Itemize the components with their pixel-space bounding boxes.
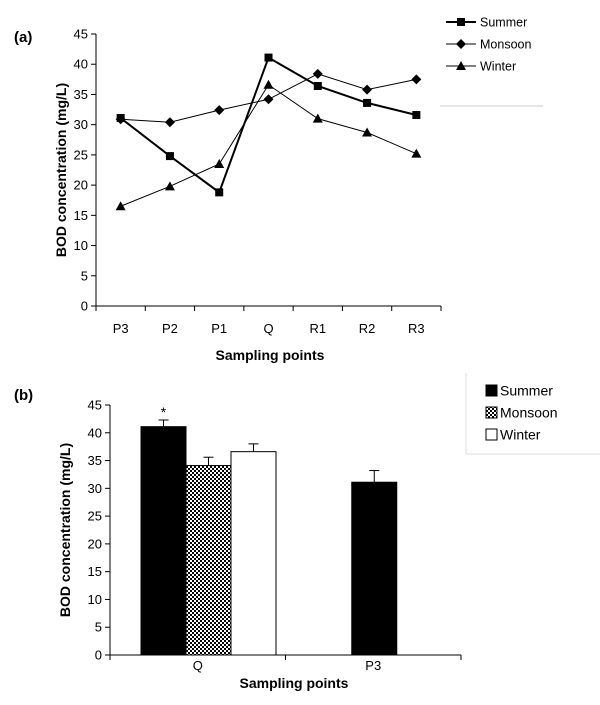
- panel-a-y-tick-label: 10: [74, 238, 88, 253]
- panel-a-y-tick-label: 15: [74, 208, 88, 223]
- panel-a-x-tick-label: R2: [359, 321, 376, 336]
- legend-swatch-summer: [485, 384, 498, 397]
- panel-b-legend: Summer Monsoon Winter: [465, 373, 600, 455]
- panel-b-y-tick-label: 30: [88, 481, 102, 496]
- data-point-monsoon: [411, 74, 422, 85]
- panel-a-x-tick-label: R3: [408, 321, 425, 336]
- panel-a-x-tick-label: P3: [113, 321, 129, 336]
- panel-b-y-tick-label: 35: [88, 453, 102, 468]
- data-point-summer: [264, 53, 273, 62]
- panel-a-y-tick-label: 40: [74, 57, 88, 72]
- panel-b-y-tick-label: 15: [88, 564, 102, 579]
- legend-label-winter: Winter: [500, 427, 541, 443]
- panel-b-y-tick-label: 20: [88, 536, 102, 551]
- panel-b-y-tick-label: 45: [88, 398, 102, 413]
- significance-annotation: *: [161, 404, 167, 420]
- data-point-summer: [313, 81, 322, 90]
- bar-summer-q: [140, 426, 187, 656]
- panel-a-y-tick-label: 5: [81, 268, 88, 283]
- data-point-summer: [412, 110, 421, 119]
- data-point-winter: [411, 148, 422, 158]
- legend-label-summer: Summer: [480, 16, 527, 30]
- panel-b-y-axis-title: BOD concentration (mg/L): [57, 443, 73, 617]
- panel-a-y-axis-title: BOD concentration (mg/L): [53, 83, 69, 257]
- legend-label-winter: Winter: [480, 60, 516, 74]
- legend-marker-summer: [457, 18, 465, 26]
- panel-b-x-axis-title: Sampling points: [240, 675, 349, 691]
- panel-b-y-tick-label: 10: [88, 592, 102, 607]
- panel-b-label: (b): [14, 387, 33, 404]
- legend-swatch-monsoon: [485, 406, 498, 419]
- data-point-winter: [164, 181, 175, 191]
- legend-marker-winter: [456, 61, 466, 70]
- legend-marker-monsoon: [456, 39, 466, 49]
- data-point-winter: [263, 79, 274, 89]
- panel-a-label: (a): [14, 29, 32, 46]
- data-point-summer: [165, 152, 174, 161]
- panel-a-x-tick-label: R1: [309, 321, 326, 336]
- panel-b-y-tick-label: 40: [88, 425, 102, 440]
- panel-a-y-tick-label: 30: [74, 117, 88, 132]
- data-point-monsoon: [312, 68, 323, 79]
- panel-a-x-tick-label: P1: [211, 321, 227, 336]
- bar-summer-p3: [351, 481, 398, 656]
- data-point-winter: [115, 201, 126, 211]
- panel-b-y-tick-label: 0: [95, 648, 102, 663]
- panel-a-x-axis-title: Sampling points: [216, 347, 325, 363]
- data-point-winter: [362, 127, 373, 137]
- bar-monsoon-q: [185, 465, 232, 656]
- data-point-winter: [312, 113, 323, 123]
- legend-label-monsoon: Monsoon: [480, 38, 531, 52]
- series-line-summer: [120, 56, 417, 194]
- legend-label-summer: Summer: [500, 383, 553, 399]
- data-point-monsoon: [115, 114, 126, 125]
- data-point-summer: [215, 188, 224, 197]
- data-point-monsoon: [263, 94, 274, 105]
- bar-winter-q: [230, 451, 277, 656]
- panel-a-y-tick-label: 35: [74, 87, 88, 102]
- panel-b-plot: 0 5 10 15 20 25 30 35 40 45 Q * P3: [88, 398, 462, 673]
- panel-b-y-tick-label: 25: [88, 509, 102, 524]
- panel-b-y-tick-label: 5: [95, 620, 102, 635]
- panel-a-y-tick-label: 20: [74, 178, 88, 193]
- panel-a-y-tick-label: 25: [74, 147, 88, 162]
- panel-a-x-tick-label: P2: [162, 321, 178, 336]
- panel-a-y-tick-label: 0: [81, 299, 88, 314]
- panel-a-plot: 0 5 10 15 20 25 30 35 40 45 P3 P2 P1 Q R1 R2 R3: [74, 27, 442, 336]
- panel-b-x-tick-label: Q: [193, 658, 203, 673]
- data-point-monsoon: [362, 84, 373, 95]
- panel-b-x-tick-label: P3: [365, 658, 381, 673]
- data-point-monsoon: [214, 105, 225, 116]
- panel-a-x-tick-label: Q: [263, 321, 273, 336]
- data-point-winter: [214, 158, 225, 168]
- legend-swatch-winter: [485, 428, 498, 441]
- legend-label-monsoon: Monsoon: [500, 405, 558, 421]
- panel-a-legend: Summer Monsoon Winter: [440, 16, 543, 107]
- data-point-monsoon: [164, 117, 175, 128]
- data-point-summer: [363, 98, 372, 107]
- panel-a-y-tick-label: 45: [74, 27, 88, 42]
